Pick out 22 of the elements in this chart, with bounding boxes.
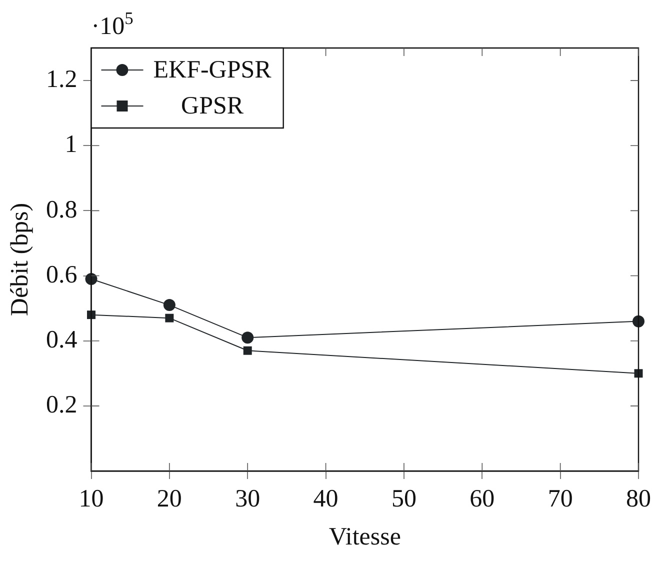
legend-label: GPSR [181,92,244,120]
y-axis-title: Débit (bps) [6,202,34,316]
y-tick-label: 0.8 [46,196,78,224]
point [165,314,174,322]
x-tick-label: 20 [156,486,182,513]
x-tick-label: 60 [470,486,495,513]
y-tick-label: 0.4 [46,326,78,354]
x-tick-label: 10 [78,486,104,513]
x-tick-label: 80 [626,486,651,513]
x-tick-label: 40 [313,486,338,513]
x-tick-label: 50 [391,486,416,513]
y-tick-label: 0.6 [46,261,78,288]
y-tick-label: 1.2 [46,66,78,94]
legend-label: EKF-GPSR [153,56,272,84]
x-tick-label: 70 [548,486,573,513]
point [243,346,252,355]
point [242,332,254,344]
x-tick-label: 30 [235,486,260,513]
y-tick-label: 0.2 [46,391,78,418]
x-axis-title: Vitesse [328,524,401,551]
y-tick-label: 1 [64,131,78,158]
point [163,299,176,312]
